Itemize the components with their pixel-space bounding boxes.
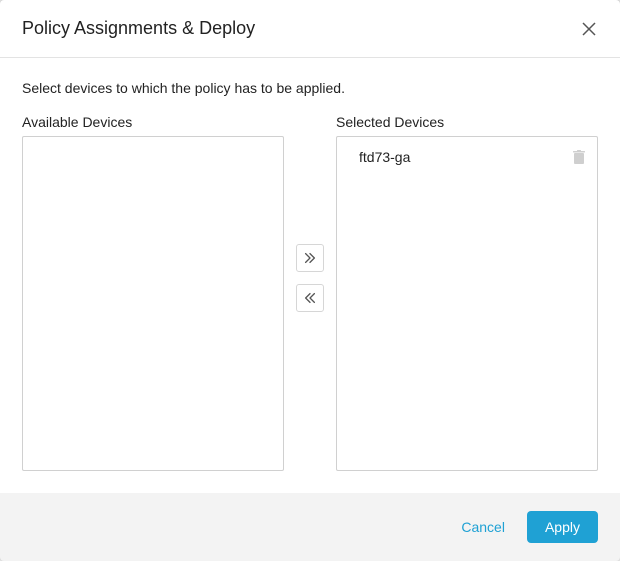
modal-header: Policy Assignments & Deploy: [0, 0, 620, 58]
available-column: Available Devices: [22, 114, 284, 471]
cancel-button[interactable]: Cancel: [461, 519, 505, 535]
selected-devices-list[interactable]: ftd73-ga: [336, 136, 598, 471]
move-left-button[interactable]: [296, 284, 324, 312]
device-selector: Available Devices Sel: [22, 114, 598, 471]
move-arrows: [296, 244, 324, 312]
chevron-double-right-icon: [303, 251, 317, 265]
selected-column: Selected Devices ftd73-ga: [336, 114, 598, 471]
move-right-button[interactable]: [296, 244, 324, 272]
selected-label: Selected Devices: [336, 114, 598, 130]
modal-footer: Cancel Apply: [0, 493, 620, 561]
chevron-double-left-icon: [303, 291, 317, 305]
available-devices-list[interactable]: [22, 136, 284, 471]
apply-button[interactable]: Apply: [527, 511, 598, 543]
policy-assignments-modal: Policy Assignments & Deploy Select devic…: [0, 0, 620, 560]
close-button[interactable]: [580, 20, 598, 38]
modal-body: Select devices to which the policy has t…: [0, 58, 620, 493]
trash-icon: [573, 150, 585, 164]
modal-title: Policy Assignments & Deploy: [22, 18, 255, 39]
remove-device-button[interactable]: [573, 150, 585, 164]
device-name: ftd73-ga: [359, 149, 410, 165]
list-item[interactable]: ftd73-ga: [337, 145, 597, 169]
close-icon: [581, 21, 597, 37]
available-label: Available Devices: [22, 114, 284, 130]
instruction-text: Select devices to which the policy has t…: [22, 80, 598, 96]
